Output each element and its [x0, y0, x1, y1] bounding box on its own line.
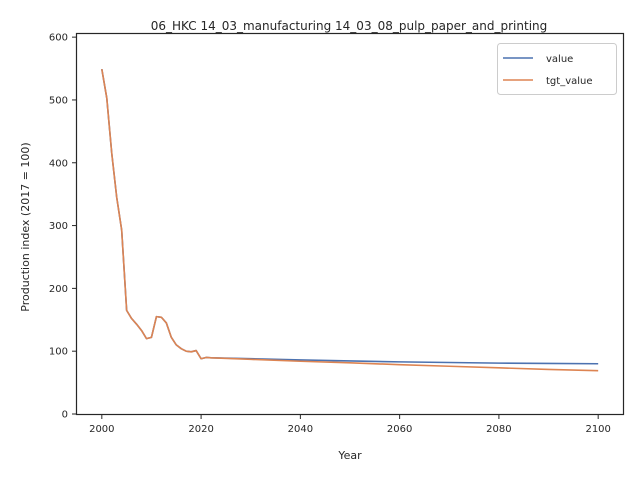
- legend-items: value tgt_value: [503, 54, 593, 87]
- chart-title: 06_HKC 14_03_manufacturing 14_03_08_pulp…: [151, 19, 548, 33]
- legend: value tgt_value: [497, 43, 617, 95]
- legend-label-value: value: [546, 54, 573, 65]
- x-tick-label: 2020: [188, 424, 213, 435]
- x-tick-label: 2060: [387, 424, 412, 435]
- plot-series: [101, 69, 599, 372]
- plot-frame: [75, 32, 625, 416]
- x-axis: 2000 2020 2040 2060 2080 2100: [89, 414, 611, 435]
- x-axis-title: Year: [337, 449, 362, 462]
- y-tick-label: 300: [49, 221, 68, 232]
- y-tick-label: 100: [49, 347, 68, 358]
- series-line-tgt_value: [101, 69, 599, 372]
- y-axis-title: Production index (2017 = 100): [19, 142, 32, 311]
- y-tick-label: 600: [49, 33, 68, 44]
- x-tick-label: 2000: [89, 424, 114, 435]
- x-tick-label: 2100: [585, 424, 610, 435]
- y-axis: 0 100 200 300 400 500 600: [49, 33, 77, 421]
- legend-box: [497, 43, 617, 95]
- y-tick-label: 400: [49, 158, 68, 169]
- y-tick-label: 500: [49, 95, 68, 106]
- legend-label-tgt_value: tgt_value: [546, 76, 593, 87]
- x-tick-label: 2080: [486, 424, 511, 435]
- x-tick-label: 2040: [288, 424, 313, 435]
- series-line-value: [101, 69, 599, 365]
- y-tick-label: 0: [62, 410, 68, 421]
- y-tick-label: 200: [49, 284, 68, 295]
